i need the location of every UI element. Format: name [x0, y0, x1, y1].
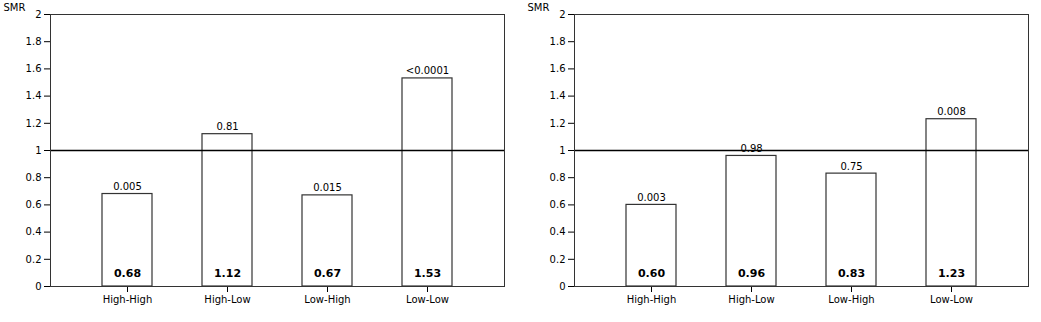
svg-text:2: 2: [559, 9, 565, 20]
svg-text:2: 2: [35, 9, 41, 20]
svg-text:1.8: 1.8: [26, 36, 42, 47]
svg-text:High-High: High-High: [103, 294, 153, 305]
svg-text:0.2: 0.2: [26, 253, 42, 264]
svg-text:0.8: 0.8: [550, 172, 566, 183]
svg-text:Low-High: Low-High: [304, 294, 350, 305]
svg-text:High-Low: High-Low: [728, 294, 774, 305]
svg-text:0.81: 0.81: [216, 121, 238, 132]
svg-text:1: 1: [559, 145, 565, 156]
svg-text:High-High: High-High: [627, 294, 677, 305]
svg-text:0.96: 0.96: [738, 267, 765, 280]
svg-text:1: 1: [35, 145, 41, 156]
svg-text:Low-Low: Low-Low: [406, 294, 449, 305]
svg-text:0.2: 0.2: [550, 253, 566, 264]
svg-text:0.008: 0.008: [937, 106, 966, 117]
svg-text:1.2: 1.2: [550, 118, 566, 129]
svg-text:0.8: 0.8: [26, 172, 42, 183]
svg-text:Low-Low: Low-Low: [930, 294, 973, 305]
svg-text:SMR: SMR: [4, 2, 26, 13]
svg-text:1.6: 1.6: [550, 63, 566, 74]
svg-text:0.60: 0.60: [638, 267, 665, 280]
svg-text:0.75: 0.75: [840, 161, 862, 172]
svg-text:0.003: 0.003: [637, 192, 666, 203]
svg-text:1.53: 1.53: [414, 267, 441, 280]
svg-text:0.98: 0.98: [740, 143, 762, 154]
svg-text:1.6: 1.6: [26, 63, 42, 74]
svg-text:0.6: 0.6: [550, 199, 566, 210]
svg-text:1.12: 1.12: [214, 267, 241, 280]
svg-text:1.2: 1.2: [26, 118, 42, 129]
svg-text:<0.0001: <0.0001: [406, 65, 449, 76]
svg-text:1.4: 1.4: [26, 90, 42, 101]
svg-text:1.23: 1.23: [938, 267, 965, 280]
svg-text:SMR: SMR: [528, 2, 550, 13]
svg-text:0.68: 0.68: [114, 267, 141, 280]
svg-text:0.67: 0.67: [314, 267, 341, 280]
svg-text:Low-High: Low-High: [828, 294, 874, 305]
svg-text:0.015: 0.015: [313, 182, 342, 193]
svg-text:0: 0: [35, 281, 41, 292]
svg-text:High-Low: High-Low: [204, 294, 250, 305]
svg-text:0.4: 0.4: [26, 226, 42, 237]
svg-text:0.005: 0.005: [113, 181, 142, 192]
svg-text:0.6: 0.6: [26, 199, 42, 210]
svg-text:0: 0: [559, 281, 565, 292]
svg-text:1.8: 1.8: [550, 36, 566, 47]
svg-text:1.4: 1.4: [550, 90, 566, 101]
svg-text:0.83: 0.83: [838, 267, 865, 280]
svg-text:0.4: 0.4: [550, 226, 566, 237]
